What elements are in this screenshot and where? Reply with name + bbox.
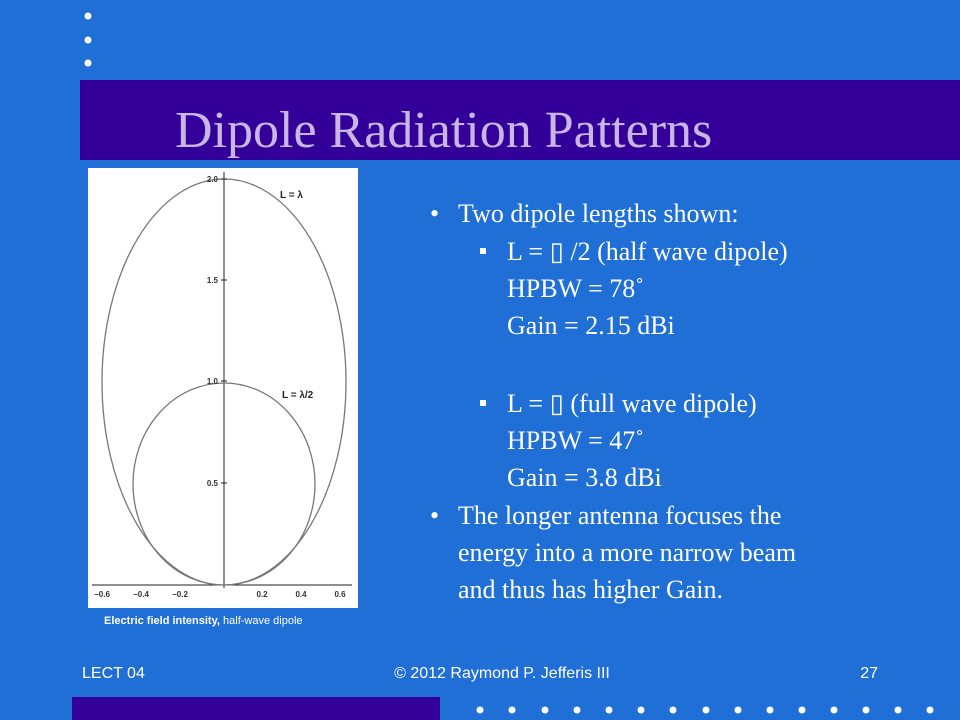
caption: Electric field intensity, half-wave dipo…: [104, 615, 303, 627]
footer: LECT 04 © 2012 Raymond P. Jefferis III 2…: [82, 665, 878, 682]
line: Gain = 2.15 dBi: [507, 311, 675, 340]
line: HPBW = 47˚: [507, 426, 644, 455]
caption-rest: half-wave dipole: [223, 615, 303, 627]
x-tick-label: 0.2: [256, 590, 268, 599]
footer-band: [72, 697, 440, 720]
y-tick-label: 1.5: [207, 276, 219, 285]
label-half: L = λ/2: [282, 390, 314, 401]
x-tick-label: −0.2: [172, 590, 188, 599]
decor-dots: [84, 12, 934, 714]
bullet-dot: •: [430, 199, 439, 228]
line: L = ▯ /2 (half wave dipole): [507, 237, 788, 266]
footer-center: © 2012 Raymond P. Jefferis III: [394, 665, 610, 682]
x-tick-label: 0.6: [334, 590, 346, 599]
x-tick-label: −0.6: [94, 590, 110, 599]
label-full: L = λ: [280, 190, 303, 201]
bullet-text: The longer antenna focuses the: [458, 501, 781, 530]
footer-right: 27: [860, 665, 878, 682]
figure-bg: [88, 168, 358, 608]
caption-bold: Electric field intensity,: [104, 615, 220, 627]
title-band: [80, 80, 960, 160]
figure: 2.01.51.00.5−0.6 −0.4 −0.2 0.2 0.4 0.6 L = λ …: [88, 168, 358, 627]
footer-left: LECT 04: [82, 665, 145, 682]
y-tick-label: 0.5: [207, 479, 219, 488]
sub-bullet: [480, 400, 486, 406]
half-wave-pattern: [132, 382, 316, 586]
bullets: • Two dipole lengths shown: L = ▯ /2 (ha…: [430, 199, 796, 604]
line: HPBW = 78˚: [507, 274, 644, 303]
y-tick-label: 2.0: [207, 175, 219, 184]
line: energy into a more narrow beam: [458, 538, 796, 567]
y-tick-label: 1.0: [207, 377, 219, 386]
title: Dipole Radiation Patterns: [175, 102, 712, 159]
bullet-text: Two dipole lengths shown:: [458, 199, 739, 228]
x-tick-label: −0.4: [133, 590, 149, 599]
line: Gain = 3.8 dBi: [507, 463, 662, 492]
line: L = ▯ (full wave dipole): [507, 389, 757, 418]
x-tick-label: 0.4: [295, 590, 307, 599]
bullet-dot: •: [430, 501, 439, 530]
line: and thus has higher Gain.: [458, 575, 723, 604]
sub-bullet: [480, 248, 486, 254]
